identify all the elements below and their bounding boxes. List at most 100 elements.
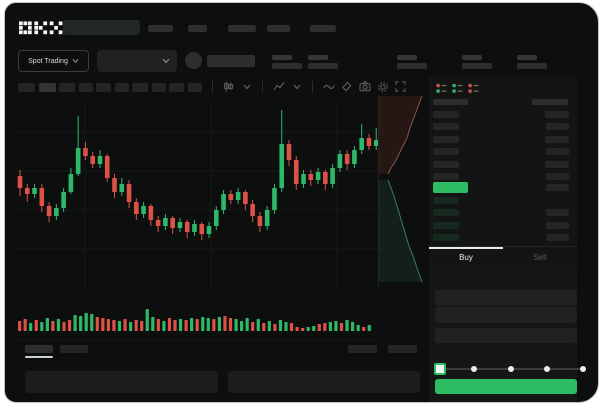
bid-price-bar[interactable] — [433, 221, 459, 229]
bottom-tab[interactable] — [25, 345, 53, 353]
ask-price-bar[interactable] — [433, 123, 459, 131]
ticker-stat-label — [397, 55, 417, 60]
bid-amount-bar — [546, 209, 569, 217]
chevron-down-icon[interactable] — [290, 80, 303, 93]
bottom-panel — [25, 371, 218, 393]
combined-book-toggle-icon[interactable] — [435, 82, 447, 94]
bottom-control[interactable] — [348, 345, 377, 353]
ticker-stat-label — [517, 55, 537, 60]
pair-name-placeholder — [207, 55, 255, 67]
tab-sell[interactable]: Sell — [503, 247, 577, 267]
timeframe-button[interactable] — [38, 83, 56, 92]
order-book-view-toggles — [435, 82, 479, 94]
ask-amount-bar — [546, 173, 569, 180]
pair-select-dropdown[interactable] — [97, 50, 177, 72]
trade-tabs: Buy Sell — [429, 246, 577, 267]
bid-amount-bar — [546, 221, 569, 229]
timeframe-button[interactable] — [96, 83, 111, 92]
candle-style-icon[interactable] — [222, 80, 235, 93]
volume-bars — [18, 309, 371, 331]
ask-price-bar[interactable] — [433, 173, 459, 180]
amount-column-header — [532, 99, 568, 105]
bid-amount-bar — [546, 234, 569, 242]
timeframe-button[interactable] — [151, 83, 166, 92]
chevron-down-icon[interactable] — [240, 80, 253, 93]
global-search-input[interactable] — [63, 20, 140, 35]
slider-stop[interactable] — [471, 366, 478, 372]
active-tab-underline — [25, 356, 53, 358]
ticker-stat-label — [308, 55, 328, 60]
ask-price-bar[interactable] — [433, 111, 459, 118]
bottom-panel — [228, 371, 420, 393]
ask-amount-bar — [546, 123, 569, 131]
ticker-stat-value — [517, 63, 547, 69]
settings-gear-icon[interactable] — [376, 80, 389, 93]
ticker-stat-value — [272, 63, 302, 69]
chart-tools — [208, 80, 407, 93]
eraser-icon[interactable] — [340, 80, 353, 93]
slider-stop[interactable] — [580, 366, 586, 372]
timeframe-button[interactable] — [59, 83, 75, 92]
nav-item[interactable] — [310, 25, 336, 32]
chevron-down-icon — [72, 58, 79, 64]
tab-buy-label: Buy — [459, 252, 473, 262]
okx-logo[interactable] — [19, 21, 63, 35]
chevron-down-icon — [162, 58, 170, 64]
amount-slider-handle[interactable] — [434, 363, 446, 375]
nav-item[interactable] — [267, 25, 290, 32]
amount-input[interactable] — [435, 307, 577, 323]
price-input[interactable] — [435, 290, 577, 306]
ask-price-bar[interactable] — [433, 160, 459, 168]
nav-item[interactable] — [148, 25, 173, 32]
nav-item[interactable] — [228, 25, 256, 32]
ask-price-bar[interactable] — [433, 135, 459, 143]
timeframe-button[interactable] — [114, 83, 129, 92]
candlestick-chart[interactable] — [15, 100, 383, 292]
divider — [212, 81, 213, 92]
indicators-icon[interactable] — [272, 80, 285, 93]
bottom-control[interactable] — [388, 345, 417, 353]
nav-item[interactable] — [188, 25, 207, 32]
last-amount-bar — [546, 184, 569, 191]
ticker-stat-label — [462, 55, 482, 60]
tab-buy[interactable]: Buy — [429, 247, 503, 267]
timeframe-button[interactable] — [132, 83, 148, 92]
timeframe-button[interactable] — [187, 83, 202, 92]
slider-stop[interactable] — [507, 366, 514, 372]
ticker-stat-value — [308, 63, 338, 69]
fullscreen-icon[interactable] — [394, 80, 407, 93]
coin-avatar — [185, 52, 202, 69]
depth-chart — [378, 96, 423, 288]
asks-only-toggle-icon[interactable] — [467, 82, 479, 94]
ask-amount-bar — [545, 111, 569, 118]
camera-icon[interactable] — [358, 80, 371, 93]
bids-only-toggle-icon[interactable] — [451, 82, 463, 94]
ticker-stat-value — [397, 63, 427, 69]
divider — [15, 340, 381, 341]
bid-price-bar[interactable] — [433, 197, 459, 204]
ask-price-bar[interactable] — [433, 148, 459, 156]
timeframe-button[interactable] — [78, 83, 93, 92]
total-input[interactable] — [435, 328, 577, 343]
market-type-label: Spot Trading — [28, 57, 68, 65]
app-window: Spot Trading — [4, 2, 599, 403]
buy-submit-button[interactable] — [435, 379, 577, 394]
ask-amount-bar — [545, 160, 569, 168]
price-column-header — [433, 99, 468, 105]
bottom-tab[interactable] — [60, 345, 88, 353]
tab-sell-label: Sell — [533, 252, 547, 262]
bid-price-bar[interactable] — [433, 209, 459, 217]
market-type-dropdown[interactable]: Spot Trading — [18, 50, 89, 72]
ask-amount-bar — [546, 148, 569, 156]
trend-line-icon[interactable] — [322, 80, 335, 93]
divider — [262, 81, 263, 92]
ticker-stat-value — [462, 63, 492, 69]
divider — [312, 81, 313, 92]
bid-price-bar[interactable] — [433, 234, 459, 242]
ask-amount-bar — [545, 135, 569, 143]
timeframe-button[interactable] — [18, 83, 35, 92]
timeframe-button[interactable] — [169, 83, 184, 92]
slider-stop[interactable] — [543, 366, 550, 372]
last-price-bar — [433, 182, 468, 193]
ticker-stat-label — [272, 55, 292, 60]
